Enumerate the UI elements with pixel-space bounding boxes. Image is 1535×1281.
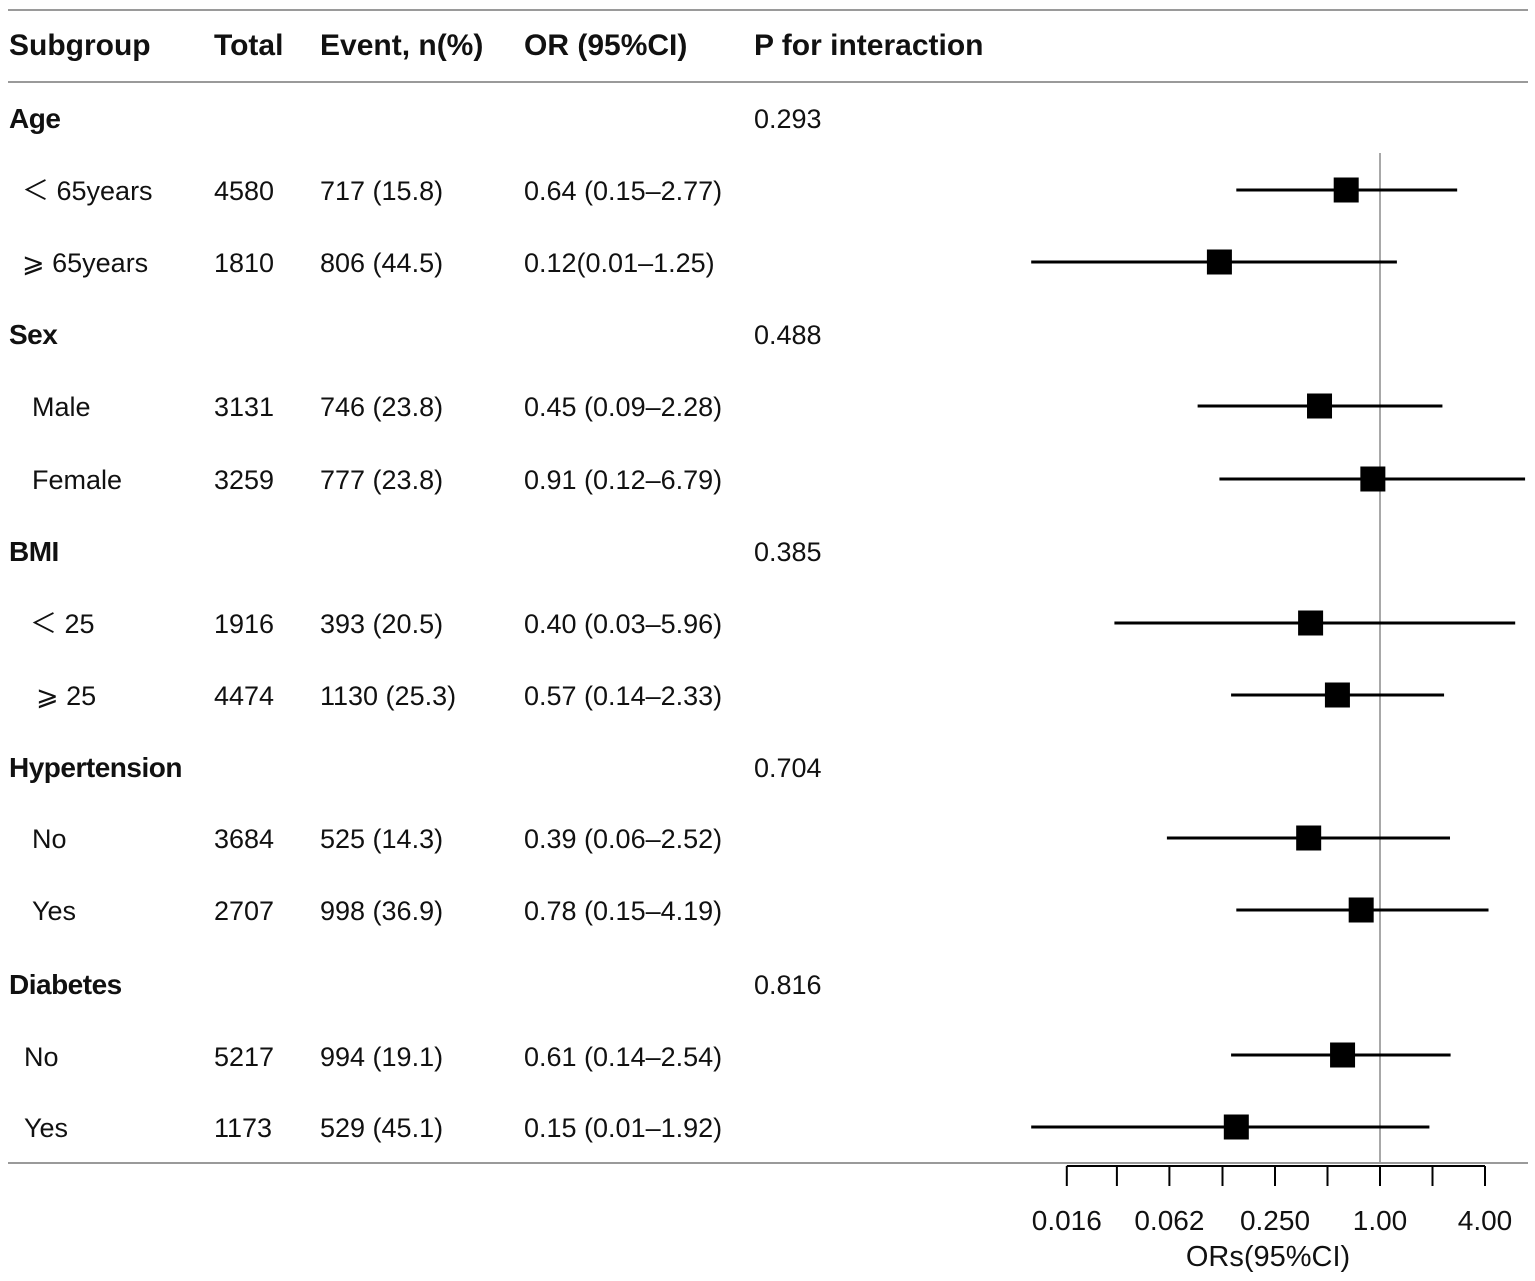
subgroup-label: No — [24, 1042, 59, 1072]
point-estimate — [1298, 610, 1324, 636]
group-row-sex: Sex 0.488 — [0, 315, 1000, 355]
total-value: 3131 — [214, 392, 275, 422]
or-ci-value: 0.12(0.01–1.25) — [524, 248, 715, 278]
point-estimate — [1296, 825, 1322, 851]
p-interaction-value: 0.704 — [754, 753, 822, 783]
point-estimate — [1348, 897, 1374, 923]
total-value: 3684 — [214, 824, 275, 854]
header-rule — [8, 81, 1528, 83]
header-or: OR (95%CI) — [524, 29, 688, 62]
event-value: 746 (23.8) — [320, 392, 444, 422]
event-value: 806 (44.5) — [320, 248, 444, 278]
group-label: Hypertension — [9, 752, 182, 783]
point-estimate — [1324, 682, 1350, 708]
group-label: BMI — [9, 536, 59, 567]
group-row-diabetes: Diabetes 0.816 — [0, 965, 1000, 1005]
x-tick-label: 0.016 — [1032, 1205, 1102, 1236]
total-value: 1173 — [214, 1113, 273, 1143]
or-ci-value: 0.45 (0.09–2.28) — [524, 392, 723, 422]
p-interaction-value: 0.385 — [754, 537, 822, 567]
subgroup-label: Yes — [32, 896, 77, 926]
event-value: 529 (45.1) — [320, 1113, 444, 1143]
group-label: Sex — [9, 319, 58, 350]
or-ci-value: 0.64 (0.15–2.77) — [524, 176, 723, 206]
subgroup-label: Yes — [24, 1113, 69, 1143]
or-ci-value: 0.61 (0.14–2.54) — [524, 1042, 723, 1072]
group-label: Age — [9, 103, 61, 134]
event-value: 525 (14.3) — [320, 824, 444, 854]
point-estimate — [1307, 393, 1333, 419]
group-row-hypertension: Hypertension 0.704 — [0, 748, 1000, 788]
table-row: ＜ 25 1916 393 (20.5) 0.40 (0.03–5.96) — [0, 604, 1000, 644]
x-tick-label: 4.00 — [1458, 1205, 1513, 1236]
p-interaction-value: 0.816 — [754, 970, 822, 1000]
table-row: No 3684 525 (14.3) 0.39 (0.06–2.52) — [0, 819, 1000, 859]
header-total: Total — [214, 29, 284, 62]
bottom-rule — [8, 1162, 1528, 1164]
event-value: 998 (36.9) — [320, 896, 444, 926]
header-subgroup: Subgroup — [9, 29, 151, 62]
point-estimate — [1206, 249, 1232, 275]
event-value: 777 (23.8) — [320, 465, 444, 495]
header-event: Event, n(%) — [320, 29, 484, 62]
total-value: 4580 — [214, 176, 275, 206]
x-tick-label: 0.250 — [1240, 1205, 1310, 1236]
event-value: 717 (15.8) — [320, 176, 444, 206]
total-value: 1810 — [214, 248, 275, 278]
or-ci-value: 0.39 (0.06–2.52) — [524, 824, 723, 854]
point-estimate — [1223, 1114, 1249, 1140]
table-row: Yes 1173 529 (45.1) 0.15 (0.01–1.92) — [0, 1108, 1000, 1148]
top-rule — [8, 9, 1528, 11]
group-label: Diabetes — [9, 969, 122, 1000]
point-estimate — [1330, 1042, 1356, 1068]
total-value: 4474 — [214, 681, 275, 711]
event-value: 994 (19.1) — [320, 1042, 444, 1072]
total-value: 2707 — [214, 896, 275, 926]
point-estimate — [1333, 177, 1359, 203]
subgroup-label: ⩾ 25 — [36, 681, 97, 711]
table-row: ⩾ 25 4474 1130 (25.3) 0.57 (0.14–2.33) — [0, 676, 1000, 716]
table-row: Yes 2707 998 (36.9) 0.78 (0.15–4.19) — [0, 891, 1000, 931]
subgroup-label: ＜ 65years — [22, 176, 153, 206]
or-ci-value: 0.91 (0.12–6.79) — [524, 465, 723, 495]
group-row-age: Age 0.293 — [0, 99, 1000, 139]
point-estimate — [1360, 466, 1386, 492]
p-interaction-value: 0.293 — [754, 104, 822, 134]
subgroup-label: ⩾ 65years — [22, 248, 149, 278]
subgroup-label: Female — [32, 465, 123, 495]
event-value: 1130 (25.3) — [320, 681, 457, 711]
x-axis-title: ORs(95%CI) — [1186, 1241, 1350, 1273]
subgroup-label: Male — [32, 392, 91, 422]
or-ci-value: 0.78 (0.15–4.19) — [524, 896, 723, 926]
total-value: 1916 — [214, 609, 275, 639]
x-tick-label: 1.00 — [1353, 1205, 1408, 1236]
or-ci-value: 0.15 (0.01–1.92) — [524, 1113, 723, 1143]
total-value: 5217 — [214, 1042, 275, 1072]
table-row: Male 3131 746 (23.8) 0.45 (0.09–2.28) — [0, 387, 1000, 427]
table-row: ＜ 65years 4580 717 (15.8) 0.64 (0.15–2.7… — [0, 171, 1000, 211]
event-value: 393 (20.5) — [320, 609, 444, 639]
subgroup-label: No — [32, 824, 67, 854]
total-value: 3259 — [214, 465, 275, 495]
group-row-bmi: BMI 0.385 — [0, 532, 1000, 572]
or-ci-value: 0.40 (0.03–5.96) — [524, 609, 723, 639]
table-row: ⩾ 65years 1810 806 (44.5) 0.12(0.01–1.25… — [0, 243, 1000, 283]
header-p-interaction: P for interaction — [754, 29, 984, 62]
x-tick-label: 0.062 — [1134, 1205, 1204, 1236]
or-ci-value: 0.57 (0.14–2.33) — [524, 681, 723, 711]
p-interaction-value: 0.488 — [754, 320, 822, 350]
subgroup-label: ＜ 25 — [30, 609, 95, 639]
table-row: No 5217 994 (19.1) 0.61 (0.14–2.54) — [0, 1037, 1000, 1077]
table-row: Female 3259 777 (23.8) 0.91 (0.12–6.79) — [0, 460, 1000, 500]
